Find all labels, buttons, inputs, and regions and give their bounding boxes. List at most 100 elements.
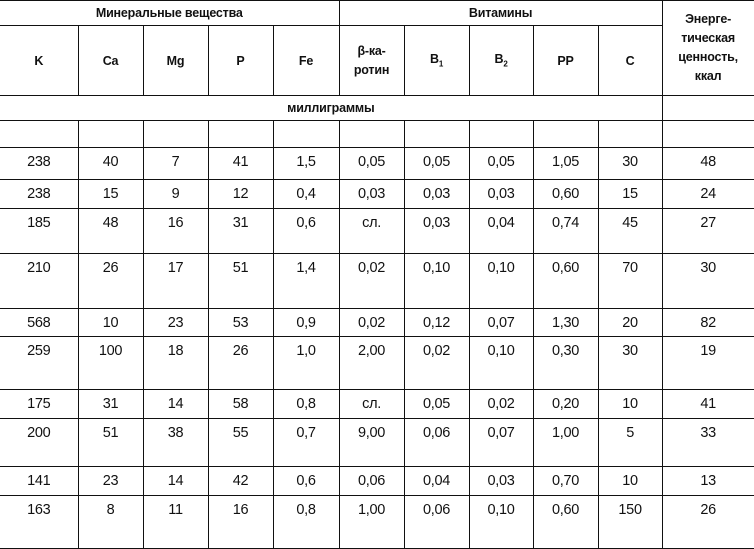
table-row: 238 15 9 12 0,4 0,03 0,03 0,03 0,60 15 24 <box>0 179 754 209</box>
table-cell: 568 <box>0 308 79 337</box>
table-cell: 31 <box>207 208 274 254</box>
table-cell: 5 <box>597 418 663 467</box>
column-header: C <box>597 25 663 96</box>
table-cell: 27 <box>661 208 754 254</box>
table-cell: 185 <box>0 208 79 254</box>
table-cell: 51 <box>207 253 274 309</box>
table-cell: 0,03 <box>468 179 534 209</box>
table-row: 238 40 7 41 1,5 0,05 0,05 0,05 1,05 30 48 <box>0 147 754 180</box>
table-cell: 10 <box>597 389 663 419</box>
empty-cell <box>661 120 754 148</box>
table-cell: 150 <box>597 495 663 549</box>
table-cell: 0,04 <box>468 208 534 254</box>
table-cell: 0,74 <box>532 208 599 254</box>
table-cell: 9,00 <box>338 418 405 467</box>
table-cell: 1,05 <box>532 147 599 180</box>
table-cell: 31 <box>77 389 144 419</box>
units-empty-cell <box>661 95 754 121</box>
column-header: B1 <box>403 25 470 96</box>
table-cell: 18 <box>142 336 209 390</box>
table-cell: 38 <box>142 418 209 467</box>
table-cell: 23 <box>142 308 209 337</box>
table-cell: 0,60 <box>532 253 599 309</box>
table-row: 200 51 38 55 0,7 9,00 0,06 0,07 1,00 5 33 <box>0 418 754 467</box>
table-cell: 1,00 <box>532 418 599 467</box>
empty-cell <box>77 120 144 148</box>
table-cell: 41 <box>661 389 754 419</box>
table-cell: 26 <box>77 253 144 309</box>
table-cell: 0,4 <box>272 179 340 209</box>
empty-cell <box>142 120 209 148</box>
table-cell: 1,4 <box>272 253 340 309</box>
table-cell: 0,02 <box>468 389 534 419</box>
column-header: P <box>207 25 274 96</box>
table-cell: 33 <box>661 418 754 467</box>
table-row: 568 10 23 53 0,9 0,02 0,12 0,07 1,30 20 82 <box>0 308 754 337</box>
table-cell: 0,10 <box>468 495 534 549</box>
table-cell: 15 <box>77 179 144 209</box>
table-cell: 0,02 <box>338 308 405 337</box>
column-header: B2 <box>468 25 534 96</box>
minerals-header: Минеральные вещества <box>0 0 340 26</box>
table-cell: 14 <box>142 389 209 419</box>
table-cell: 23 <box>77 466 144 496</box>
table-cell: 238 <box>0 147 79 180</box>
table-cell: 1,00 <box>338 495 405 549</box>
table-cell: 0,07 <box>468 418 534 467</box>
table-cell: 16 <box>142 208 209 254</box>
table-cell: 1,0 <box>272 336 340 390</box>
table-cell: 26 <box>207 336 274 390</box>
column-header: β-ка-ротин <box>338 25 405 96</box>
column-header: K <box>0 25 79 96</box>
table-cell: 0,06 <box>403 495 470 549</box>
empty-cell <box>403 120 470 148</box>
table-cell: 58 <box>207 389 274 419</box>
empty-cell <box>532 120 599 148</box>
table-cell: 175 <box>0 389 79 419</box>
table-cell: 30 <box>597 336 663 390</box>
table-cell: 1,30 <box>532 308 599 337</box>
column-header: Fe <box>272 25 340 96</box>
table-cell: 14 <box>142 466 209 496</box>
table-cell: 55 <box>207 418 274 467</box>
vitamins-header: Витамины <box>338 0 663 26</box>
table-cell: 40 <box>77 147 144 180</box>
empty-cell <box>597 120 663 148</box>
table-cell: 0,03 <box>403 179 470 209</box>
table-cell: 7 <box>142 147 209 180</box>
table-cell: 48 <box>77 208 144 254</box>
table-cell: 0,04 <box>403 466 470 496</box>
table-cell: 0,03 <box>403 208 470 254</box>
table-cell: 0,07 <box>468 308 534 337</box>
table-cell: 24 <box>661 179 754 209</box>
table-cell: 0,6 <box>272 208 340 254</box>
table-cell: 0,06 <box>338 466 405 496</box>
table-cell: 0,10 <box>468 336 534 390</box>
table-cell: 16 <box>207 495 274 549</box>
table-row: 163 8 11 16 0,8 1,00 0,06 0,10 0,60 150 26 <box>0 495 754 549</box>
table-cell: 259 <box>0 336 79 390</box>
column-header: Mg <box>142 25 209 96</box>
table-cell: 15 <box>597 179 663 209</box>
table-cell: 0,9 <box>272 308 340 337</box>
energy-header: Энерге-тическая ценность, ккал <box>661 0 754 96</box>
table-cell: 238 <box>0 179 79 209</box>
table-cell: 0,7 <box>272 418 340 467</box>
table-cell: сл. <box>338 389 405 419</box>
units-row: миллиграммы <box>0 95 663 121</box>
table-cell: 210 <box>0 253 79 309</box>
table-cell: 20 <box>597 308 663 337</box>
table-cell: 13 <box>661 466 754 496</box>
table-cell: 0,12 <box>403 308 470 337</box>
table-cell: 0,05 <box>338 147 405 180</box>
table-cell: 0,05 <box>468 147 534 180</box>
table-cell: 2,00 <box>338 336 405 390</box>
table-cell: 8 <box>77 495 144 549</box>
table-cell: 0,60 <box>532 179 599 209</box>
table-cell: 41 <box>207 147 274 180</box>
table-cell: 19 <box>661 336 754 390</box>
table-cell: 1,5 <box>272 147 340 180</box>
table-cell: 0,05 <box>403 389 470 419</box>
table-row: 185 48 16 31 0,6 сл. 0,03 0,04 0,74 45 27 <box>0 208 754 254</box>
